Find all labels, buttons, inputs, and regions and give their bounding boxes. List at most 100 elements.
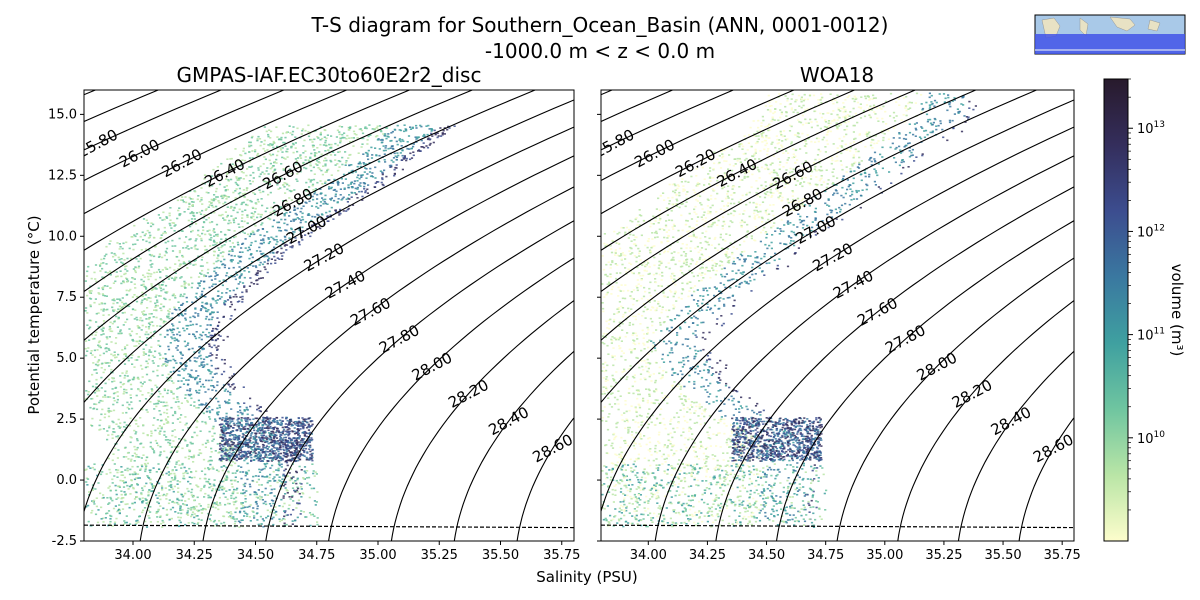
x-tick-label: 34.25 [689,548,726,563]
region-map-inset [1034,14,1186,55]
density-contour [453,350,574,541]
y-tick-label: -2.5 [52,534,77,549]
colorbar-gradient [1103,78,1129,542]
density-contour [601,90,916,251]
density-contour [516,416,574,541]
density-contour [897,299,1074,541]
density-contour [84,90,347,215]
x-tick-label: 35.50 [984,548,1021,563]
density-contour [84,99,574,404]
contour-label: 26.20 [159,145,205,181]
x-tick-label: 34.50 [748,548,785,563]
density-contour [84,90,285,182]
contour-label: 25.40 [0,106,38,142]
contour-label: 27.40 [830,266,876,302]
contour-label: 28.60 [530,430,576,466]
x-tick-label: 35.75 [543,548,580,563]
volume-density-field [601,92,977,528]
x-tick-label: 34.75 [298,548,335,563]
density-contour [957,350,1074,541]
density-contour [715,186,1074,541]
contour-label: 25.80 [591,126,637,162]
y-tick-label: 2.5 [56,412,77,427]
contour-label: 28.20 [445,376,491,412]
y-tick-label: 0.0 [56,473,77,488]
x-tick-label: 34.50 [237,548,274,563]
x-tick-label: 35.25 [925,548,962,563]
y-tick-label: 12.5 [48,168,77,183]
contour-label: 27.80 [376,321,422,357]
density-contour [139,155,574,541]
y-tick-label: 5.0 [56,351,77,366]
density-contour [84,90,473,293]
contour-label: 28.40 [988,403,1034,439]
contour-label: 27.40 [322,266,368,302]
figure-title: T-S diagram for Southern_Ocean_Basin (AN… [311,13,889,37]
contour-label: 26.40 [202,155,248,191]
density-contour [601,90,855,215]
density-contour [202,186,574,541]
colorbar-tick-label: 1010 [1137,430,1165,447]
x-tick-label: 34.75 [807,548,844,563]
x-tick-label: 35.75 [1044,548,1081,563]
y-tick-label: 15.0 [48,107,77,122]
density-contour [84,90,536,341]
density-contour [601,90,1037,341]
density-contour [84,90,410,251]
density-contour [0,90,551,541]
freezing-point-line [601,524,1074,529]
contour-label: 28.20 [949,376,995,412]
colorbar: 1010 1011 1012 1013 volume (m³) [1103,78,1186,542]
x-tick-label: 35.25 [421,548,458,563]
density-contour [84,126,574,514]
y-tick-label: 7.5 [56,290,77,305]
contour-label: 26.00 [631,135,677,171]
contour-label: 27.00 [283,212,329,248]
contour-label: 28.60 [1030,430,1076,466]
density-contour [601,126,1074,514]
contour-label: 27.60 [347,294,393,330]
contour-label: 27.20 [810,239,856,275]
contour-label: 28.00 [409,348,455,384]
y-tick-label: 10.0 [48,229,77,244]
density-contour [836,257,1074,541]
density-contour [601,99,1074,404]
contour-label: 27.20 [301,239,347,275]
x-tick-label: 34.25 [176,548,213,563]
contour-label: 27.60 [854,294,900,330]
density-contour [265,220,574,541]
contour-label: 28.00 [914,348,960,384]
contour-label: 28.40 [486,403,532,439]
freezing-point-line [84,524,574,529]
x-tick-label: 35.00 [866,548,903,563]
density-contour [328,257,574,541]
density-contour [775,220,1074,541]
x-axis-label: Salinity (PSU) [536,568,638,586]
y-axis-label: Potential temperature (°C) [25,215,43,414]
observation-panel-title: WOA18 [800,63,874,87]
volume-density-field [84,124,456,528]
colorbar-tick-label: 1011 [1137,327,1165,344]
density-contours: 25.2025.4025.6025.8026.0026.2026.4026.60… [0,90,576,541]
colorbar-tick-label: 1012 [1137,223,1165,240]
model-panel-title: GMPAS-IAF.EC30to60E2r2_disc [177,63,482,87]
contour-label: 25.80 [74,126,120,162]
x-tick-label: 34.00 [630,548,667,563]
colorbar-tick-label: 1013 [1137,120,1165,137]
density-contour [601,90,977,293]
density-contour [84,90,96,96]
density-contour [601,90,795,182]
x-tick-label: 34.00 [114,548,151,563]
contour-label: 26.80 [779,185,825,221]
density-contour [1018,416,1074,541]
density-contour [390,299,574,541]
contour-label: 26.00 [116,135,162,171]
x-tick-label: 35.50 [482,548,519,563]
density-contour [654,155,1074,541]
contour-label: 27.80 [882,321,928,357]
figure-subtitle: -1000.0 m < z < 0.0 m [485,39,715,63]
model-panel: 25.2025.4025.6025.8026.0026.2026.4026.60… [0,63,580,563]
x-tick-label: 35.00 [359,548,396,563]
colorbar-label: volume (m³) [1168,264,1186,357]
